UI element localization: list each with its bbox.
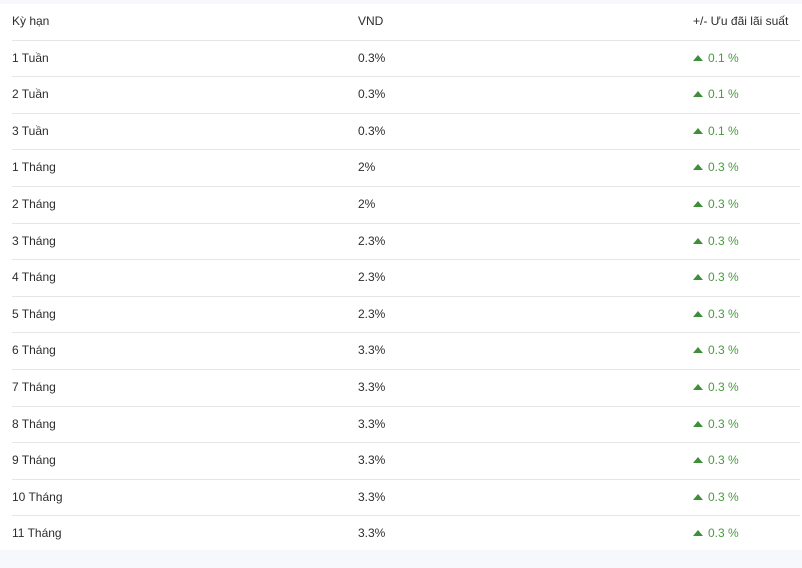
bonus-cell: 0.3 %: [693, 187, 739, 222]
header-bonus: +/- Ưu đãi lãi suất: [693, 14, 789, 28]
bonus-cell: 0.3 %: [693, 443, 739, 478]
table-header: Kỳ hạn VND +/- Ưu đãi lãi suất: [12, 4, 800, 41]
bonus-value: 0.3 %: [708, 380, 739, 394]
triangle-up-icon: [693, 91, 703, 98]
bonus-value: 0.3 %: [708, 306, 739, 321]
table-row: 6 Tháng 3.3% 0.3 %: [12, 333, 800, 370]
header-term: Kỳ hạn: [12, 14, 50, 28]
triangle-up-icon: [693, 347, 703, 354]
triangle-up-icon: [693, 420, 703, 427]
vnd-rate-cell: 0.3%: [358, 87, 386, 102]
table-row: 3 Tuần 0.3% 0.1 %: [12, 114, 800, 151]
triangle-up-icon: [693, 384, 703, 390]
term-cell: 10 Tháng: [12, 489, 63, 504]
triangle-up-icon: [693, 274, 703, 281]
bonus-value: 0.3 %: [708, 526, 739, 541]
vnd-rate-cell: 0.3%: [358, 50, 386, 65]
bonus-cell: 0.1 %: [693, 41, 739, 76]
term-cell: 2 Tháng: [12, 197, 56, 211]
vnd-rate-cell: 2%: [358, 197, 376, 211]
bonus-value: 0.3 %: [708, 160, 739, 175]
bonus-cell: 0.3 %: [693, 297, 739, 332]
table-row: 1 Tuần 0.3% 0.1 %: [12, 41, 800, 78]
vnd-rate-cell: 2.3%: [358, 233, 386, 248]
table-row: 7 Tháng 3.3% 0.3 %: [12, 370, 800, 407]
term-cell: 3 Tuần: [12, 123, 49, 138]
triangle-up-icon: [693, 54, 703, 61]
vnd-rate-cell: 3.3%: [358, 343, 386, 358]
term-cell: 7 Tháng: [12, 380, 56, 394]
table-row: 10 Tháng 3.3% 0.3 %: [12, 480, 800, 517]
table-row: 2 Tuần 0.3% 0.1 %: [12, 77, 800, 114]
bonus-value: 0.3 %: [708, 453, 739, 468]
triangle-up-icon: [693, 237, 703, 244]
header-vnd: VND: [358, 14, 384, 28]
vnd-rate-cell: 3.3%: [358, 416, 386, 431]
bonus-value: 0.3 %: [708, 197, 739, 211]
term-cell: 1 Tháng: [12, 160, 56, 175]
term-cell: 5 Tháng: [12, 306, 56, 321]
term-cell: 6 Tháng: [12, 343, 56, 358]
term-cell: 11 Tháng: [12, 526, 62, 541]
bonus-cell: 0.3 %: [693, 224, 739, 259]
bonus-cell: 0.3 %: [693, 370, 739, 405]
bonus-value: 0.3 %: [708, 270, 739, 285]
triangle-up-icon: [693, 164, 703, 171]
vnd-rate-cell: 3.3%: [358, 453, 386, 468]
bonus-cell: 0.3 %: [693, 407, 739, 442]
table-row: 5 Tháng 2.3% 0.3 %: [12, 297, 800, 334]
bonus-cell: 0.3 %: [693, 150, 739, 185]
term-cell: 1 Tuần: [12, 50, 49, 65]
table-row: 2 Tháng 2% 0.3 %: [12, 187, 800, 224]
bonus-value: 0.1 %: [708, 50, 739, 65]
bonus-value: 0.1 %: [708, 123, 739, 138]
bonus-value: 0.1 %: [708, 87, 739, 102]
term-cell: 8 Tháng: [12, 416, 56, 431]
bonus-cell: 0.1 %: [693, 77, 739, 112]
bonus-cell: 0.3 %: [693, 516, 739, 551]
table-row: 3 Tháng 2.3% 0.3 %: [12, 224, 800, 261]
vnd-rate-cell: 2.3%: [358, 270, 386, 285]
bonus-value: 0.3 %: [708, 489, 739, 504]
triangle-up-icon: [693, 201, 703, 207]
vnd-rate-cell: 3.3%: [358, 489, 386, 504]
triangle-up-icon: [693, 493, 703, 500]
bonus-value: 0.3 %: [708, 233, 739, 248]
vnd-rate-cell: 3.3%: [358, 380, 386, 394]
table-row: 11 Tháng 3.3% 0.3 %: [12, 516, 800, 553]
vnd-rate-cell: 2.3%: [358, 306, 386, 321]
triangle-up-icon: [693, 310, 703, 317]
bonus-cell: 0.1 %: [693, 114, 739, 149]
term-cell: 4 Tháng: [12, 270, 56, 285]
triangle-up-icon: [693, 457, 703, 464]
table-row: 8 Tháng 3.3% 0.3 %: [12, 407, 800, 444]
term-cell: 3 Tháng: [12, 233, 56, 248]
bonus-cell: 0.3 %: [693, 260, 739, 295]
table-row: 9 Tháng 3.3% 0.3 %: [12, 443, 800, 480]
interest-rate-table: Kỳ hạn VND +/- Ưu đãi lãi suất 1 Tuần 0.3…: [0, 4, 802, 550]
bonus-value: 0.3 %: [708, 343, 739, 358]
table-row: 1 Tháng 2% 0.3 %: [12, 150, 800, 187]
bonus-cell: 0.3 %: [693, 333, 739, 368]
term-cell: 9 Tháng: [12, 453, 56, 468]
vnd-rate-cell: 0.3%: [358, 123, 386, 138]
term-cell: 2 Tuần: [12, 87, 49, 102]
triangle-up-icon: [693, 127, 703, 134]
vnd-rate-cell: 2%: [358, 160, 376, 175]
table-row: 4 Tháng 2.3% 0.3 %: [12, 260, 800, 297]
vnd-rate-cell: 3.3%: [358, 526, 386, 541]
triangle-up-icon: [693, 530, 703, 537]
bonus-cell: 0.3 %: [693, 480, 739, 515]
bonus-value: 0.3 %: [708, 416, 739, 431]
